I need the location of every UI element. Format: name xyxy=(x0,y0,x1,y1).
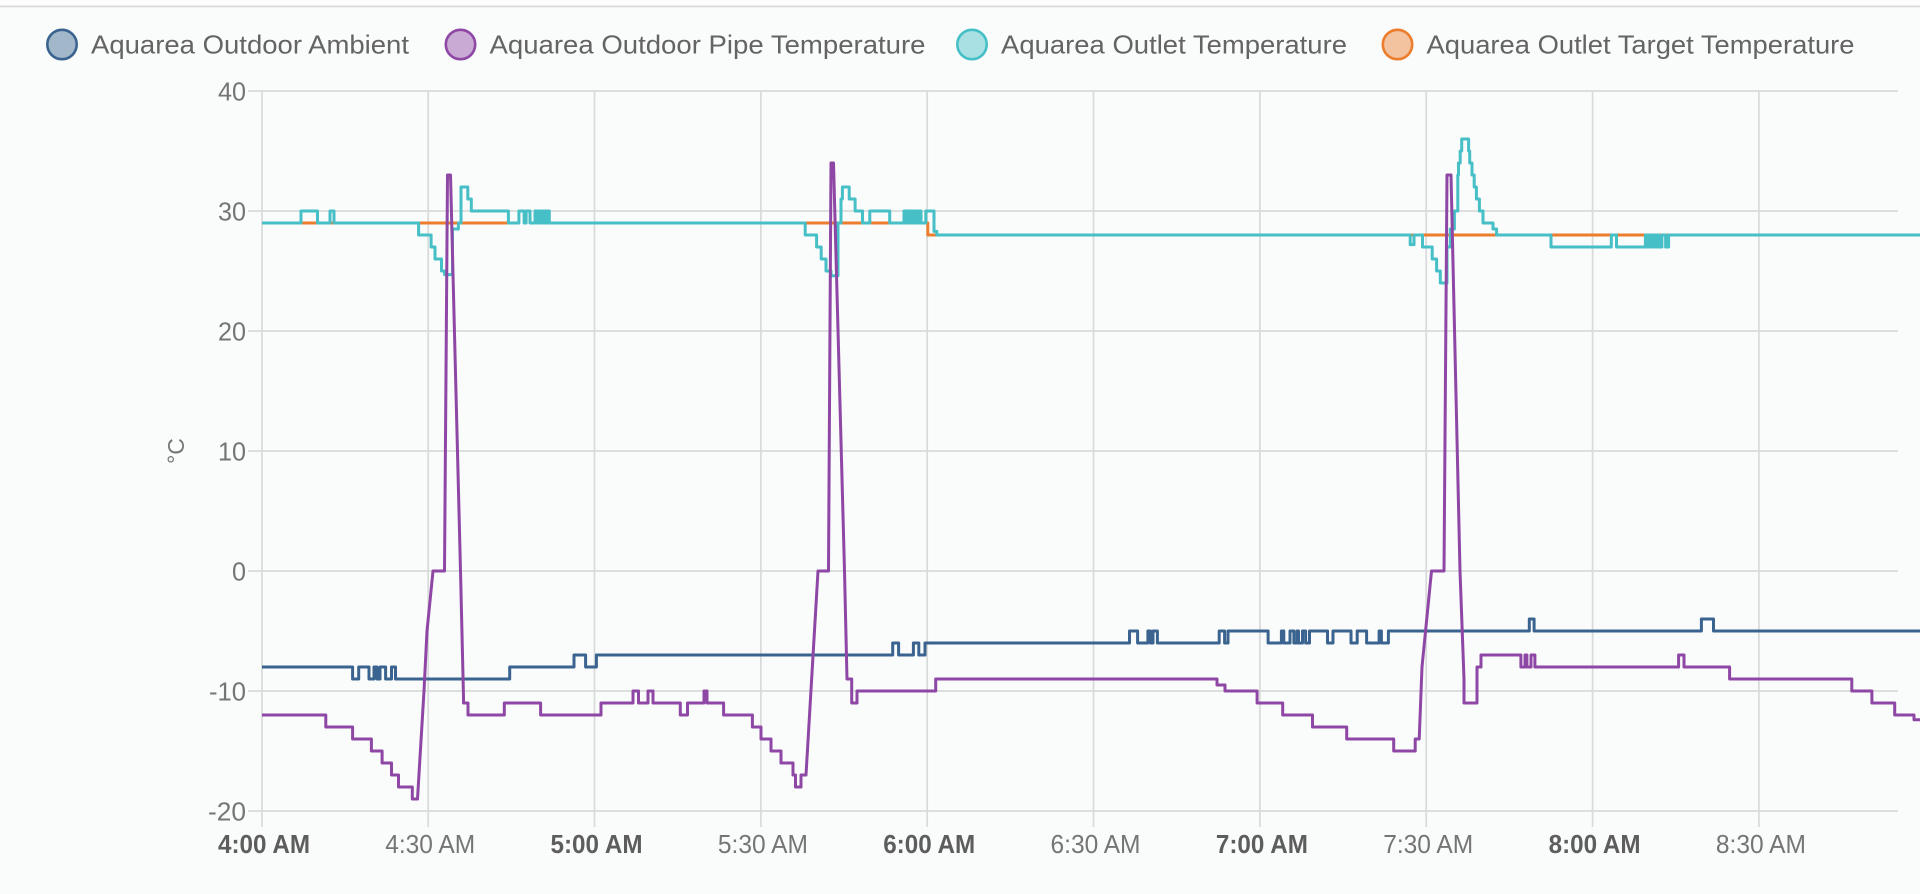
svg-text:5:30 AM: 5:30 AM xyxy=(718,829,808,859)
svg-text:-10: -10 xyxy=(209,677,246,707)
svg-text:4:30 AM: 4:30 AM xyxy=(385,829,475,859)
svg-text:Aquarea Outlet Temperature: Aquarea Outlet Temperature xyxy=(1001,30,1347,60)
svg-text:30: 30 xyxy=(218,197,246,227)
svg-text:7:30 AM: 7:30 AM xyxy=(1383,829,1473,859)
svg-text:20: 20 xyxy=(218,317,246,347)
svg-text:40: 40 xyxy=(218,77,246,107)
svg-text:Aquarea Outdoor Pipe Temperatu: Aquarea Outdoor Pipe Temperature xyxy=(490,30,926,60)
svg-text:5:00 AM: 5:00 AM xyxy=(551,829,643,859)
svg-text:Aquarea Outlet Target Temperat: Aquarea Outlet Target Temperature xyxy=(1427,30,1855,60)
svg-text:6:00 AM: 6:00 AM xyxy=(883,829,975,859)
svg-text:6:30 AM: 6:30 AM xyxy=(1051,829,1141,859)
svg-text:7:00 AM: 7:00 AM xyxy=(1216,829,1308,859)
svg-text:10: 10 xyxy=(218,437,246,467)
svg-text:8:00 AM: 8:00 AM xyxy=(1549,829,1641,859)
svg-text:°C: °C xyxy=(163,438,189,464)
svg-text:0: 0 xyxy=(232,557,246,587)
svg-text:Aquarea Outdoor Ambient: Aquarea Outdoor Ambient xyxy=(91,30,410,60)
svg-text:4:00 AM: 4:00 AM xyxy=(218,829,310,859)
svg-text:-20: -20 xyxy=(208,797,246,827)
svg-text:8:30 AM: 8:30 AM xyxy=(1716,829,1806,859)
